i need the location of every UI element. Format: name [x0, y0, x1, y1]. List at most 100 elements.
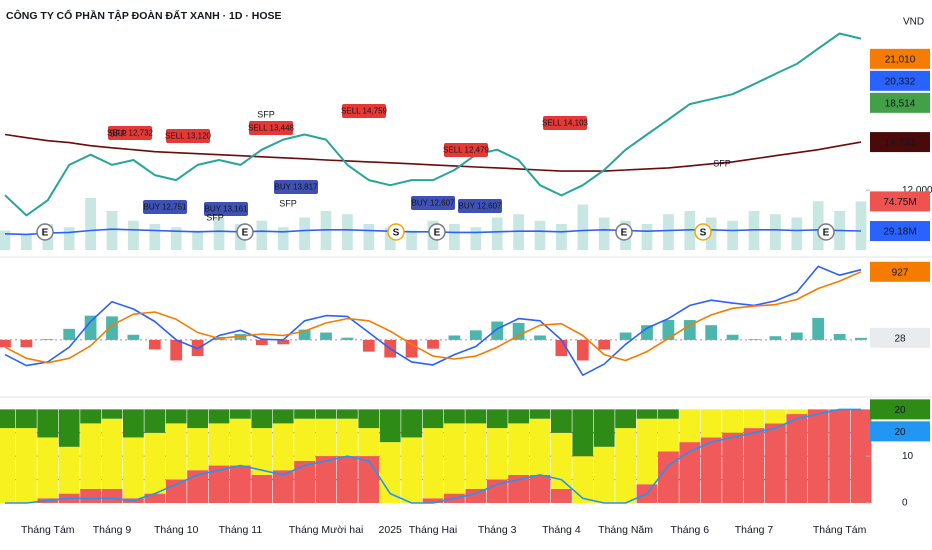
price-label-box	[870, 191, 930, 212]
bar	[37, 437, 59, 499]
price-label: 29.18M	[883, 227, 916, 238]
event-label: S	[700, 228, 707, 239]
bar	[470, 227, 482, 250]
bar	[101, 418, 123, 489]
bar	[598, 339, 611, 350]
bar	[829, 409, 850, 503]
bar	[123, 409, 144, 438]
bar	[683, 320, 696, 340]
bar	[679, 409, 701, 443]
price-label-box	[870, 92, 930, 113]
bar	[465, 488, 487, 503]
bar	[272, 470, 294, 503]
bar	[444, 409, 465, 424]
bar	[427, 339, 439, 349]
bar	[208, 409, 230, 424]
event-icon	[817, 223, 835, 241]
x-tick-label: Tháng Hai	[409, 524, 457, 536]
x-tick-label: Tháng 4	[542, 524, 581, 536]
price-label: 14,733	[885, 138, 916, 149]
signal-box	[444, 143, 488, 157]
bar	[855, 201, 867, 250]
bar	[149, 224, 161, 250]
bar	[101, 488, 123, 503]
bar	[641, 224, 653, 250]
signal-box	[342, 104, 386, 118]
bar	[765, 423, 786, 503]
bar	[786, 409, 808, 415]
bar	[551, 432, 572, 489]
bar	[769, 336, 782, 340]
bar	[743, 409, 765, 429]
bar	[363, 224, 375, 250]
event-icon	[694, 223, 712, 241]
price-label: 20,332	[885, 76, 916, 87]
bar	[170, 227, 182, 250]
bar	[807, 409, 829, 503]
bar	[748, 339, 760, 340]
sfp-label: SFP	[206, 212, 224, 222]
bar	[593, 446, 615, 503]
bar	[170, 339, 183, 361]
bar	[556, 224, 567, 250]
bar	[508, 423, 529, 475]
bar	[337, 409, 358, 419]
bar	[577, 204, 589, 250]
bar	[58, 446, 80, 494]
price-label: 20	[894, 427, 906, 438]
bar	[21, 233, 32, 250]
bar	[529, 474, 551, 503]
bar	[165, 479, 187, 503]
bar	[251, 428, 273, 475]
signal-label: BUY 12,607	[412, 199, 456, 208]
bar	[833, 334, 846, 340]
bar	[299, 217, 310, 250]
bar	[765, 409, 786, 424]
bar	[277, 227, 289, 250]
event-icon	[36, 223, 54, 241]
bar	[123, 437, 144, 499]
bar	[401, 409, 422, 438]
bar	[422, 428, 444, 499]
bar	[658, 451, 679, 503]
y-tick-label: 0	[902, 498, 908, 509]
bar	[144, 493, 166, 503]
bar	[663, 214, 674, 250]
signal-box	[458, 199, 502, 213]
bar	[486, 409, 508, 429]
bar	[615, 428, 636, 503]
bar	[449, 224, 460, 250]
bar	[508, 474, 529, 503]
bar	[165, 423, 187, 480]
price-label-box	[870, 261, 930, 282]
bar	[743, 428, 765, 503]
x-tick-label: Tháng 11	[219, 524, 263, 536]
price-label: 74.75M	[883, 197, 916, 208]
bar	[705, 325, 718, 340]
currency-unit: VND	[903, 17, 924, 28]
bar	[422, 409, 444, 429]
bar	[358, 428, 380, 457]
x-tick-label: Tháng 3	[478, 524, 517, 536]
bar	[722, 409, 743, 433]
bar	[80, 488, 101, 503]
signal-label: SELL 13,120	[165, 132, 212, 141]
bar	[529, 409, 551, 419]
line	[4, 133, 862, 172]
signal-label: BUY 12,751	[144, 203, 188, 212]
signal-label: BUY 12,607	[459, 202, 503, 211]
price-label: 21,010	[885, 54, 916, 65]
bar	[294, 418, 315, 461]
x-tick-label: Tháng 9	[93, 524, 132, 536]
bar	[812, 317, 825, 340]
bar	[422, 498, 444, 503]
bar	[277, 339, 290, 345]
signal-box	[143, 200, 187, 214]
bar	[401, 437, 422, 503]
bar	[491, 321, 504, 340]
line	[4, 265, 862, 376]
bar	[700, 409, 722, 438]
event-icon	[615, 223, 633, 241]
bar	[508, 409, 529, 424]
